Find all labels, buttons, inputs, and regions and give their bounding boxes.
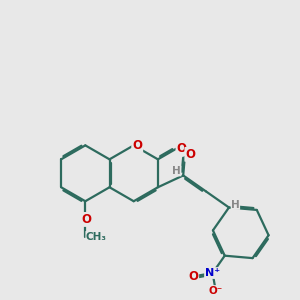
- Text: O: O: [132, 139, 142, 152]
- Text: O: O: [188, 270, 198, 283]
- Text: H: H: [172, 166, 181, 176]
- Text: N⁺: N⁺: [205, 268, 220, 278]
- Text: O: O: [82, 213, 92, 226]
- Text: O: O: [185, 148, 195, 161]
- Text: H: H: [231, 200, 240, 210]
- Text: O⁻: O⁻: [208, 286, 223, 296]
- Text: O: O: [176, 142, 187, 155]
- Text: CH₃: CH₃: [86, 232, 107, 242]
